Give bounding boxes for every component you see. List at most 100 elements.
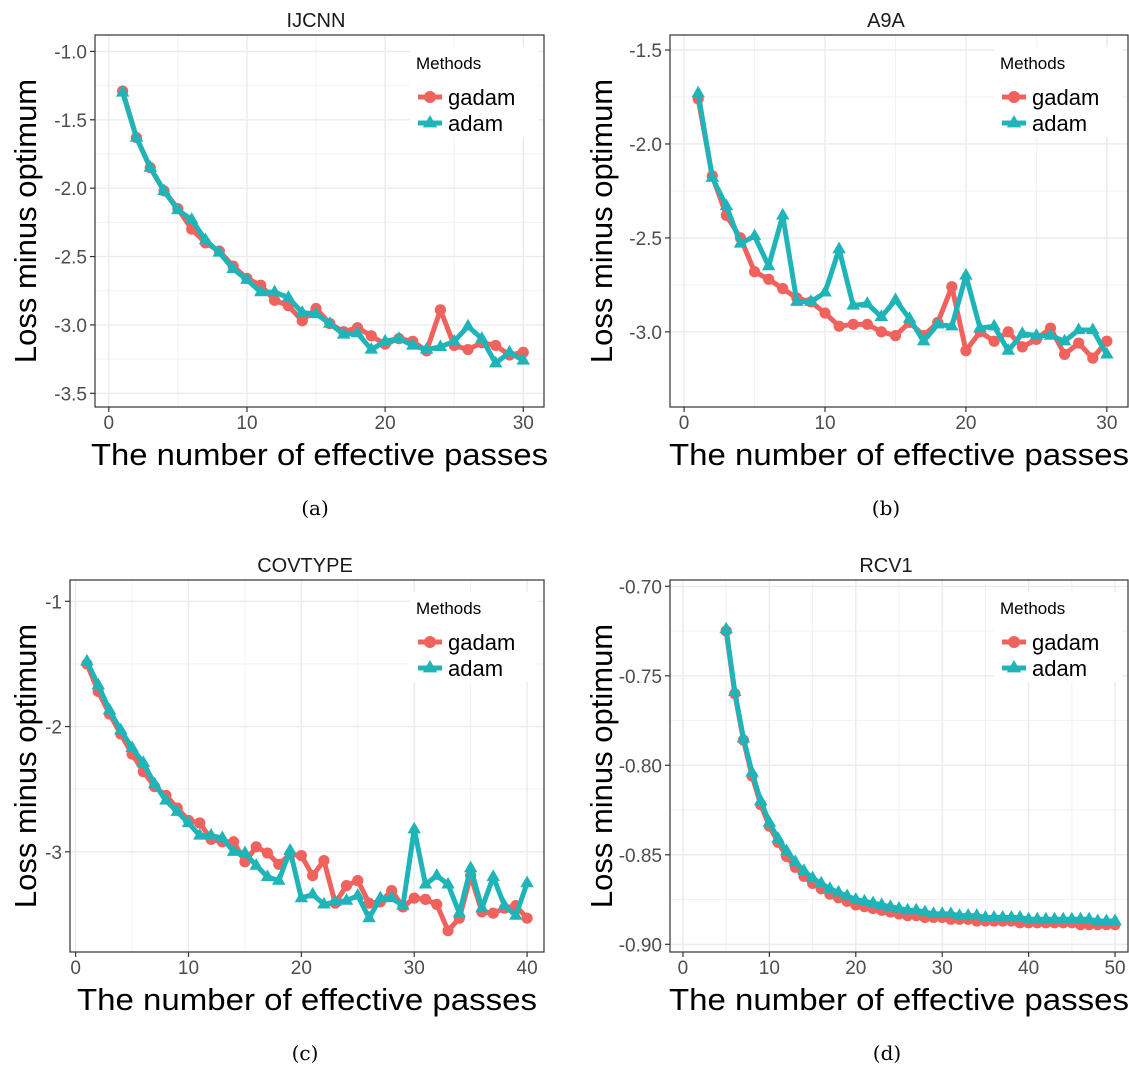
data-point-adam [184,212,199,224]
data-point-adam [305,886,320,899]
data-point-gadam [296,315,308,327]
data-point-adam [1086,322,1100,335]
data-point-adam [804,294,818,306]
data-point-gadam [763,273,775,285]
data-point-gadam [340,880,353,892]
data-point-adam [193,828,207,840]
data-point-adam [516,353,531,365]
data-point-adam [147,776,162,789]
data-point-gadam [431,898,443,911]
y-tick-label: -1.5 [54,111,87,132]
chart-panel-covtype: 0 10 20 30 40 -1 -2 -3 COVTYPE The number of effe… [8,555,545,1065]
y-tick-label: -0.75 [619,667,662,688]
data-point-gadam [434,304,446,316]
data-point-adam [916,333,931,346]
y-axis-title: Loss minus optimum [8,624,43,908]
legend-label-adam: adam [1032,656,1087,681]
data-point-adam [1100,346,1114,359]
data-point-adam [961,908,975,920]
x-tick-label: 10 [178,958,199,979]
data-point-gadam [960,345,972,357]
data-point-adam [823,881,837,893]
data-point-adam [1057,333,1072,346]
data-point-adam [80,653,94,666]
data-point-adam [463,860,478,873]
data-point-adam [254,284,268,297]
y-tick-label: -2.5 [54,248,87,269]
x-tick-label: 10 [236,413,257,434]
data-point-adam [136,755,151,767]
y-tick-label: -0.80 [619,756,662,777]
data-point-adam [944,906,958,918]
data-point-adam [281,290,296,302]
data-point-adam [336,327,351,339]
y-tick-label: -1 [45,592,62,613]
data-point-adam [125,740,139,752]
data-point-gadam [1087,352,1099,364]
data-point-gadam [363,897,375,909]
data-point-gadam [462,343,474,356]
data-point-adam [1071,322,1086,335]
data-point-gadam [946,281,958,293]
data-point-adam [797,863,811,876]
data-point-gadam [419,893,432,905]
data-point-adam [987,318,1001,331]
series-layer [80,653,534,937]
data-point-adam [294,890,309,903]
data-point-adam [970,908,984,920]
data-point-adam [874,897,889,910]
chart-panel-ijcnn: 0 10 20 30 -1.0 -1.5 -2.0 -2.5 -3.0 -3.5 IJCNN The … [8,10,548,520]
data-point-adam [362,910,376,923]
y-tick-label: -3.5 [54,384,87,405]
data-point-adam [452,905,467,918]
subfigure-caption: (a) [301,496,329,520]
data-point-adam [902,311,917,323]
y-tick-label: -2.0 [629,135,662,156]
data-point-adam [790,294,804,306]
data-point-gadam [408,892,420,904]
data-point-gadam [1058,348,1071,360]
data-point-adam [461,318,475,331]
data-point-adam [719,621,733,634]
y-axis-title: Loss minus optimum [584,624,619,908]
chart-title: IJCNN [287,10,346,32]
legend-label-gadam: gadam [448,630,515,655]
data-point-adam [430,868,444,880]
legend-label-gadam: gadam [1032,630,1099,655]
data-point-gadam [748,266,761,278]
legend-title: Methods [416,54,481,73]
data-point-adam [157,183,171,196]
legend-triangle-icon [1006,660,1022,673]
data-point-adam [1039,911,1053,924]
data-point-adam [351,888,365,900]
data-point-adam [204,828,218,840]
legend-label-gadam: gadam [1032,85,1099,110]
data-point-adam [486,869,500,881]
data-point-adam [114,722,128,735]
legend-title: Methods [416,599,481,618]
data-point-adam [818,284,832,297]
data-point-adam [364,342,379,354]
data-point-adam [935,906,949,918]
legend-label-gadam: gadam [448,85,515,110]
data-point-gadam [521,912,533,924]
series-layer [115,84,531,368]
data-point-adam [1004,909,1019,922]
data-point-adam [447,333,461,346]
y-tick-label: -3 [45,843,62,864]
data-point-adam [373,890,388,903]
data-point-adam [733,236,748,248]
subfigure-caption: (d) [873,1041,901,1065]
x-tick-label: 30 [1096,413,1117,434]
data-point-adam [849,892,863,904]
data-point-adam [396,898,410,910]
chart-panel-a9a: 0 10 20 30 -1.5 -2.0 -2.5 -3.0 A9A The number of … [584,10,1129,520]
data-point-adam [1108,913,1122,926]
legend-title: Methods [1000,54,1065,73]
x-tick-label: 10 [759,958,780,979]
data-point-adam [392,331,406,343]
data-point-gadam [194,817,206,829]
data-point-adam [143,160,158,172]
x-tick-label: 20 [375,413,396,434]
